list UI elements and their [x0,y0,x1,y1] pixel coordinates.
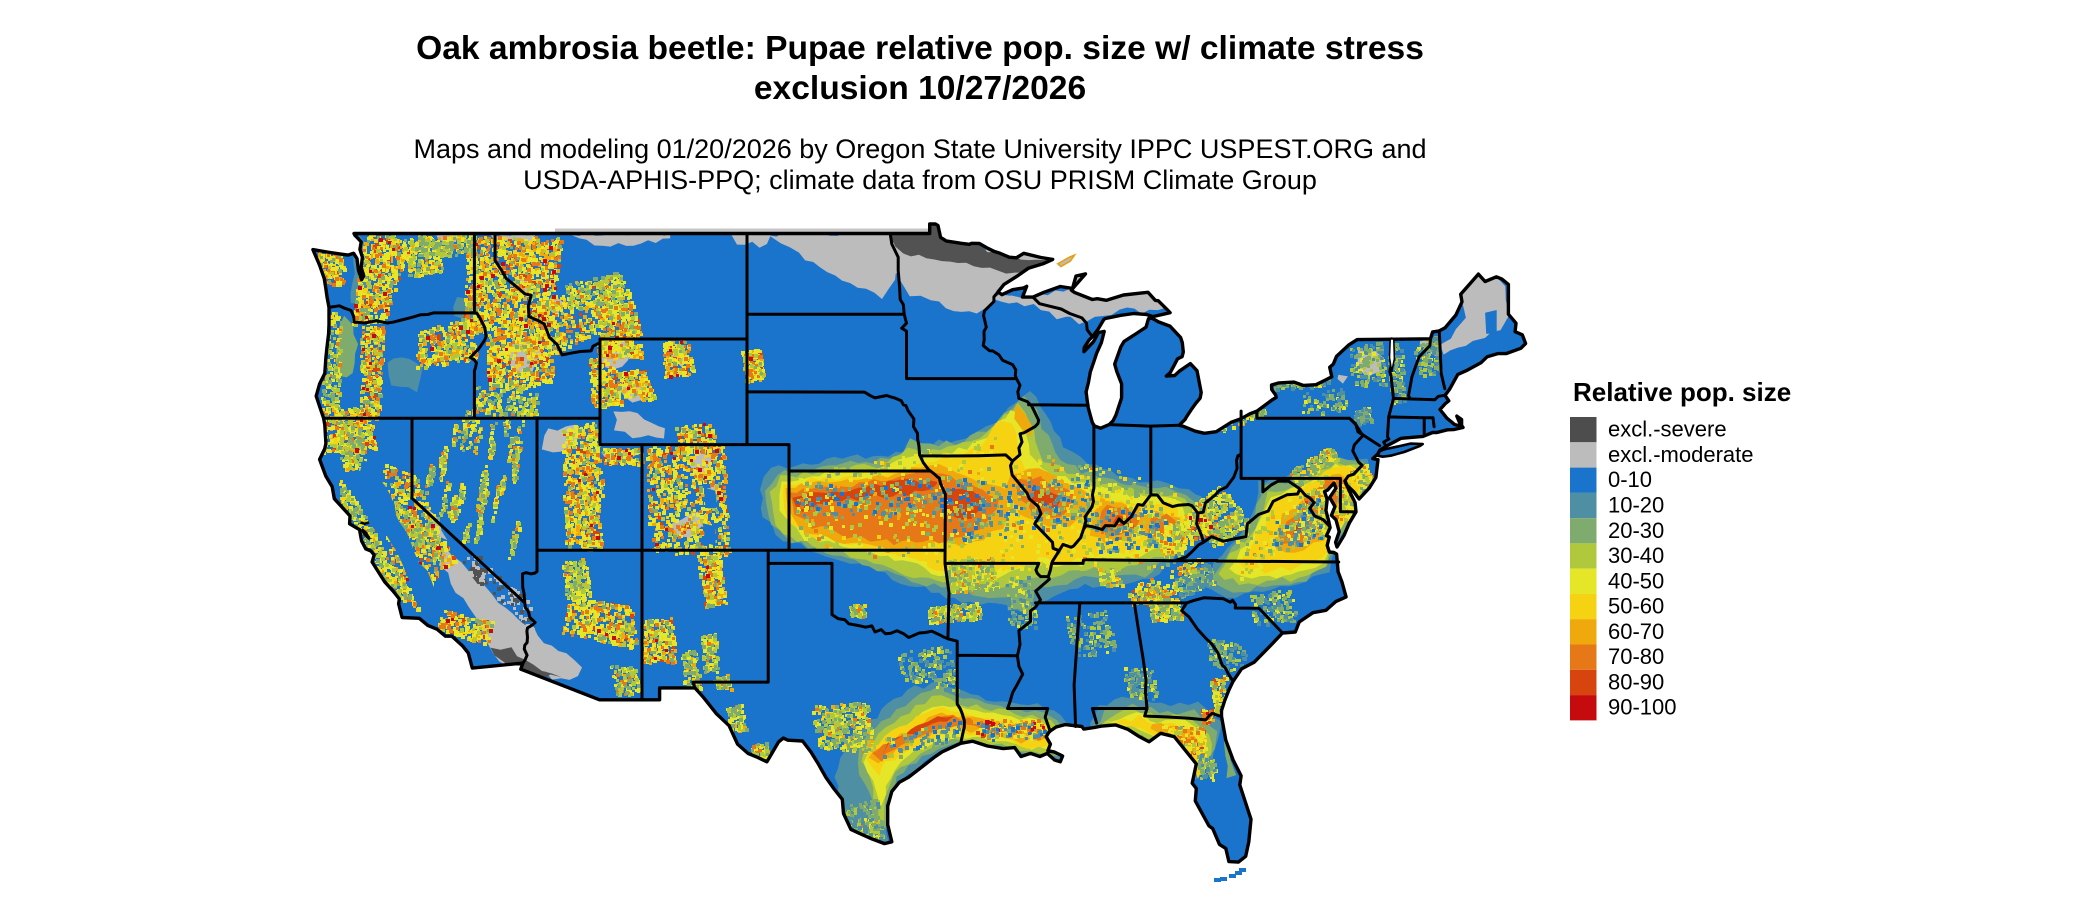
svg-text:excl.-moderate: excl.-moderate [1608,442,1754,467]
svg-text:Relative pop. size: Relative pop. size [1573,377,1791,407]
svg-text:exclusion 10/27/2026: exclusion 10/27/2026 [754,70,1086,107]
svg-text:70-80: 70-80 [1608,644,1664,669]
svg-text:Oak ambrosia beetle: Pupae rel: Oak ambrosia beetle: Pupae relative pop.… [416,30,1424,67]
svg-text:60-70: 60-70 [1608,619,1664,644]
svg-text:30-40: 30-40 [1608,543,1664,568]
svg-text:40-50: 40-50 [1608,568,1664,593]
svg-text:20-30: 20-30 [1608,518,1664,543]
svg-text:Maps and modeling 01/20/2026 b: Maps and modeling 01/20/2026 by Oregon S… [413,134,1426,164]
svg-text:50-60: 50-60 [1608,594,1664,619]
svg-text:excl.-severe: excl.-severe [1608,417,1727,442]
svg-text:USDA-APHIS-PPQ; climate data f: USDA-APHIS-PPQ; climate data from OSU PR… [523,165,1317,195]
svg-text:90-100: 90-100 [1608,695,1677,720]
svg-text:0-10: 0-10 [1608,467,1652,492]
svg-text:80-90: 80-90 [1608,669,1664,694]
svg-text:10-20: 10-20 [1608,493,1664,518]
